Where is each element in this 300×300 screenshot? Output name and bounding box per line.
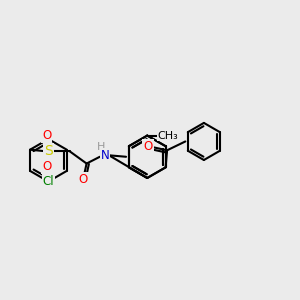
Text: O: O bbox=[42, 160, 52, 173]
Text: O: O bbox=[143, 140, 153, 153]
Text: N: N bbox=[100, 149, 109, 162]
Text: Cl: Cl bbox=[43, 175, 54, 188]
Text: H: H bbox=[97, 142, 106, 152]
Text: O: O bbox=[78, 173, 88, 186]
Text: CH₃: CH₃ bbox=[158, 130, 178, 141]
Text: O: O bbox=[42, 129, 52, 142]
Text: S: S bbox=[44, 144, 53, 158]
